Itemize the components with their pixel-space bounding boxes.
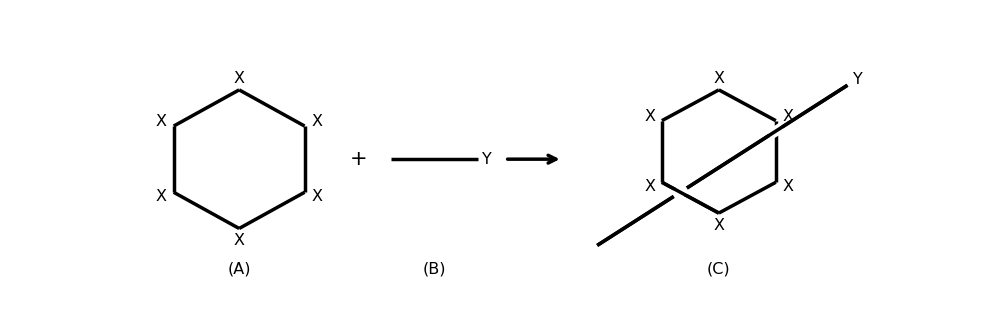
Text: X: X	[156, 189, 167, 204]
Text: X: X	[783, 108, 794, 123]
Text: X: X	[234, 233, 245, 248]
Text: X: X	[644, 179, 655, 194]
Text: X: X	[156, 114, 167, 129]
Text: X: X	[311, 189, 322, 204]
Text: X: X	[713, 71, 724, 86]
Text: Y: Y	[853, 71, 863, 86]
Text: X: X	[311, 114, 322, 129]
Text: Y: Y	[482, 152, 492, 167]
Text: X: X	[644, 108, 655, 123]
Text: (A): (A)	[227, 262, 251, 277]
Text: X: X	[234, 71, 245, 86]
Text: (B): (B)	[422, 262, 446, 277]
Text: (C): (C)	[707, 262, 731, 277]
Text: X: X	[713, 218, 724, 233]
Text: +: +	[350, 149, 367, 169]
Text: X: X	[783, 179, 794, 194]
